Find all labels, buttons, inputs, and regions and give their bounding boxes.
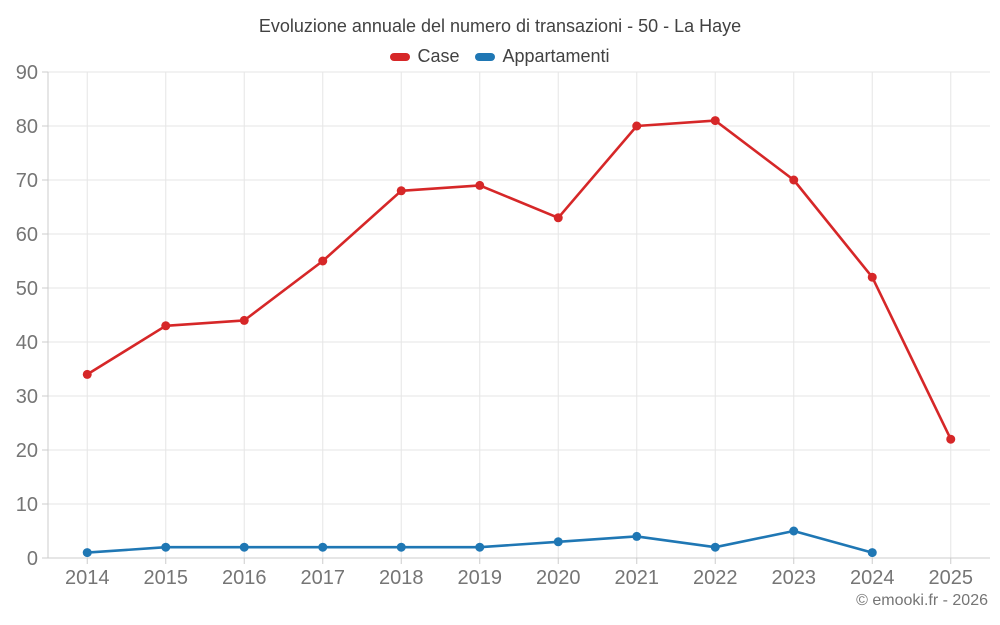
case-point[interactable] xyxy=(789,175,799,185)
y-tick-label: 80 xyxy=(16,116,38,138)
case-point[interactable] xyxy=(318,256,328,266)
y-tick-label: 60 xyxy=(16,224,38,246)
case-point[interactable] xyxy=(710,116,720,126)
y-tick-label: 20 xyxy=(16,440,38,462)
case-point[interactable] xyxy=(82,369,92,379)
x-tick-label: 2020 xyxy=(536,567,581,589)
appartamenti-point[interactable] xyxy=(475,542,485,552)
case-legend-swatch xyxy=(390,52,411,61)
appartamenti-point[interactable] xyxy=(239,542,249,552)
appartamenti-legend-swatch xyxy=(475,52,496,61)
y-tick-label: 50 xyxy=(16,278,38,300)
y-tick-label: 90 xyxy=(16,62,38,84)
case-point[interactable] xyxy=(475,180,485,190)
case-point[interactable] xyxy=(946,434,956,444)
case-point[interactable] xyxy=(161,321,171,331)
appartamenti-point[interactable] xyxy=(867,548,877,558)
y-tick-label: 30 xyxy=(16,386,38,408)
x-tick-label: 2024 xyxy=(850,567,895,589)
chart-title: Evoluzione annuale del numero di transaz… xyxy=(258,16,742,36)
appartamenti-point[interactable] xyxy=(553,537,563,547)
x-tick-label: 2023 xyxy=(772,567,817,589)
y-tick-label: 0 xyxy=(27,548,38,570)
y-tick-label: 10 xyxy=(16,494,38,516)
case-line xyxy=(85,119,953,441)
x-tick-label: 2021 xyxy=(615,567,660,589)
case-legend-label: Case xyxy=(417,46,460,66)
x-tick-label: 2018 xyxy=(379,567,424,589)
legend-item-appartamenti[interactable]: Appartamenti xyxy=(475,46,610,67)
x-tick-label: 2017 xyxy=(301,567,346,589)
appartamenti-point[interactable] xyxy=(396,542,406,552)
case-point[interactable] xyxy=(553,213,563,223)
legend: Case Appartamenti xyxy=(0,46,1000,67)
series-case xyxy=(82,116,956,444)
chart-header: Evoluzione annuale del numero di transaz… xyxy=(0,0,1000,67)
y-tick-label: 40 xyxy=(16,332,38,354)
appartamenti-point[interactable] xyxy=(318,542,328,552)
x-tick-label: 2019 xyxy=(458,567,503,589)
x-tick-label: 2015 xyxy=(144,567,189,589)
series-appartamenti xyxy=(82,526,877,558)
appartamenti-point[interactable] xyxy=(161,542,171,552)
appartamenti-point[interactable] xyxy=(82,548,92,558)
y-axis-labels: 0 10 20 30 40 50 60 70 80 90 xyxy=(16,62,48,570)
appartamenti-point[interactable] xyxy=(710,542,720,552)
case-point[interactable] xyxy=(632,121,642,131)
gridlines xyxy=(48,71,990,558)
x-tick-label: 2022 xyxy=(693,567,738,589)
x-tick-label: 2014 xyxy=(65,567,110,589)
appartamenti-legend-label: Appartamenti xyxy=(502,46,610,66)
case-point[interactable] xyxy=(239,315,249,325)
case-point[interactable] xyxy=(867,272,877,282)
x-axis-labels: 2014 2015 2016 2017 2018 2019 2020 2021 2022 2023… xyxy=(65,558,973,589)
x-tick-label: 2025 xyxy=(929,567,974,589)
legend-item-case[interactable]: Case xyxy=(390,46,459,67)
x-tick-label: 2016 xyxy=(222,567,267,589)
case-point[interactable] xyxy=(396,186,406,196)
y-tick-label: 70 xyxy=(16,170,38,192)
appartamenti-point[interactable] xyxy=(632,531,642,541)
copyright-watermark: © emooki.fr - 2026 xyxy=(856,592,988,609)
appartamenti-point[interactable] xyxy=(789,526,799,536)
